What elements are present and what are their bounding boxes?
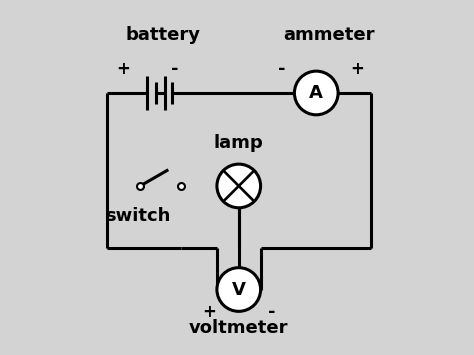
Text: switch: switch (105, 207, 170, 225)
Text: voltmeter: voltmeter (189, 319, 289, 337)
Circle shape (294, 71, 338, 115)
Text: battery: battery (126, 26, 201, 44)
Text: lamp: lamp (214, 134, 264, 152)
Text: -: - (268, 303, 276, 321)
Text: +: + (202, 303, 216, 321)
Text: V: V (232, 280, 246, 299)
Circle shape (217, 268, 261, 311)
Text: -: - (171, 60, 178, 78)
Text: +: + (350, 60, 364, 78)
Text: A: A (310, 84, 323, 102)
Text: +: + (117, 60, 130, 78)
Circle shape (217, 164, 261, 208)
Text: ammeter: ammeter (283, 26, 375, 44)
Text: -: - (278, 60, 286, 78)
